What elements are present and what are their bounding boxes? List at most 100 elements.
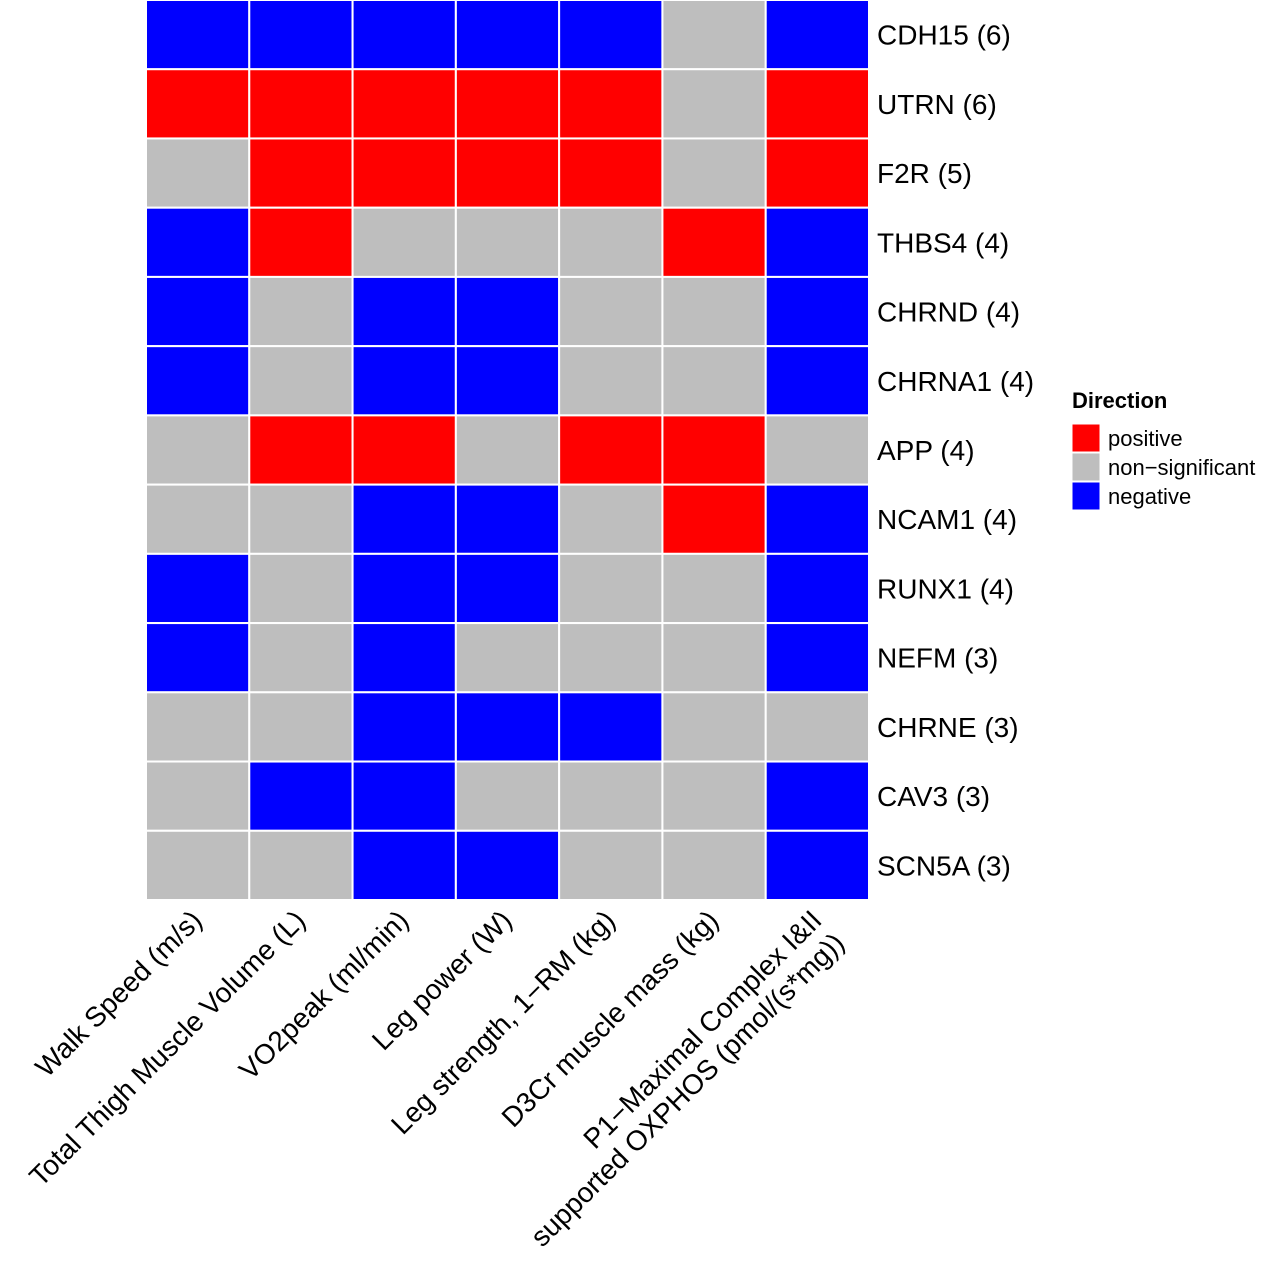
heatmap-cell	[351, 414, 457, 486]
heatmap-cell	[145, 622, 251, 694]
heatmap-cell	[558, 206, 664, 278]
row-label: THBS4 (4)	[877, 227, 1009, 258]
heatmap-cell	[248, 829, 354, 901]
column-label: VO2peak (ml/min)	[233, 904, 414, 1085]
heatmap-cell	[661, 760, 767, 832]
heatmap-cell	[764, 829, 871, 901]
heatmap-cell	[351, 137, 457, 209]
heatmap-cell	[558, 622, 664, 694]
heatmap-cell	[558, 0, 664, 71]
heatmap-cell	[454, 0, 561, 71]
heatmap-cell	[764, 345, 871, 417]
heatmap-cell	[558, 483, 664, 555]
legend-key	[1071, 481, 1101, 511]
heatmap-cell	[558, 345, 664, 417]
heatmap-cell	[145, 206, 251, 278]
heatmap-cell	[558, 414, 664, 486]
heatmap-cell	[145, 691, 251, 763]
heatmap-cell	[764, 691, 871, 763]
row-label: CHRND (4)	[877, 297, 1020, 328]
heatmap-cell	[454, 552, 561, 625]
heatmap-cell	[145, 137, 251, 209]
row-label: CAV3 (3)	[877, 781, 990, 812]
heatmap-cell	[661, 206, 767, 278]
heatmap-cell	[661, 137, 767, 209]
legend-key	[1071, 452, 1101, 482]
heatmap-cell	[558, 275, 664, 348]
heatmap-cell	[248, 0, 354, 71]
heatmap-cell	[145, 345, 251, 417]
heatmap-cell	[248, 691, 354, 763]
legend-label: positive	[1108, 426, 1183, 451]
heatmap-cell	[764, 206, 871, 278]
heatmap-cell	[558, 552, 664, 625]
row-label: UTRN (6)	[877, 89, 997, 120]
heatmap-cell	[145, 0, 251, 71]
heatmap-cell	[661, 275, 767, 348]
heatmap-cell	[661, 622, 767, 694]
heatmap-cell	[764, 0, 871, 71]
heatmap-cell	[145, 760, 251, 832]
heatmap-cell	[454, 345, 561, 417]
row-label: APP (4)	[877, 435, 975, 466]
heatmap-cell	[454, 414, 561, 486]
heatmap-cell	[764, 760, 871, 832]
legend-items: positive non−significant negative	[1071, 423, 1255, 511]
heatmap-cell	[145, 829, 251, 901]
heatmap-cell	[145, 68, 251, 140]
heatmap-cell	[454, 691, 561, 763]
heatmap-cell	[454, 760, 561, 832]
heatmap-cell	[661, 829, 767, 901]
row-label: CHRNA1 (4)	[877, 366, 1034, 397]
legend-label: non−significant	[1108, 455, 1255, 480]
heatmap-cell	[454, 829, 561, 901]
heatmap-cell	[248, 414, 354, 486]
row-label: NCAM1 (4)	[877, 504, 1017, 535]
heatmap-cell	[558, 829, 664, 901]
heatmap-cell	[764, 552, 871, 625]
heatmap-cell	[661, 414, 767, 486]
heatmap-cell	[145, 483, 251, 555]
row-label: F2R (5)	[877, 158, 972, 189]
legend-key	[1071, 423, 1101, 453]
heatmap-cell	[454, 622, 561, 694]
heatmap-cells	[145, 0, 871, 901]
heatmap-cell	[351, 691, 457, 763]
legend-title: Direction	[1072, 388, 1167, 413]
heatmap-cell	[248, 483, 354, 555]
row-labels: CDH15 (6) UTRN (6) F2R (5) THBS4 (4) CHRND (…	[877, 20, 1034, 882]
heatmap-cell	[558, 691, 664, 763]
heatmap-cell	[454, 206, 561, 278]
heatmap-cell	[454, 483, 561, 555]
row-label: SCN5A (3)	[877, 850, 1011, 881]
heatmap-cell	[351, 345, 457, 417]
heatmap-cell	[145, 275, 251, 348]
row-label: CHRNE (3)	[877, 712, 1019, 743]
legend: Direction positive non−significant negativ…	[1071, 388, 1255, 511]
heatmap-cell	[248, 275, 354, 348]
heatmap-cell	[351, 0, 457, 71]
heatmap-cell	[248, 206, 354, 278]
heatmap-cell	[764, 414, 871, 486]
heatmap-cell	[661, 68, 767, 140]
heatmap-cell	[248, 760, 354, 832]
heatmap-cell	[661, 552, 767, 625]
heatmap-cell	[351, 552, 457, 625]
heatmap-cell	[764, 68, 871, 140]
heatmap-cell	[351, 206, 457, 278]
heatmap-cell	[558, 760, 664, 832]
heatmap-cell	[248, 552, 354, 625]
heatmap-cell	[764, 622, 871, 694]
column-labels: Walk Speed (m/s)Total Thigh Muscle Volum…	[23, 904, 850, 1252]
heatmap-cell	[661, 483, 767, 555]
heatmap-cell	[454, 275, 561, 348]
heatmap-cell	[661, 345, 767, 417]
heatmap-cell	[454, 137, 561, 209]
heatmap-cell	[764, 137, 871, 209]
heatmap-cell	[145, 552, 251, 625]
row-label: NEFM (3)	[877, 643, 998, 674]
row-label: CDH15 (6)	[877, 20, 1011, 51]
heatmap-cell	[351, 68, 457, 140]
heatmap-cell	[351, 483, 457, 555]
